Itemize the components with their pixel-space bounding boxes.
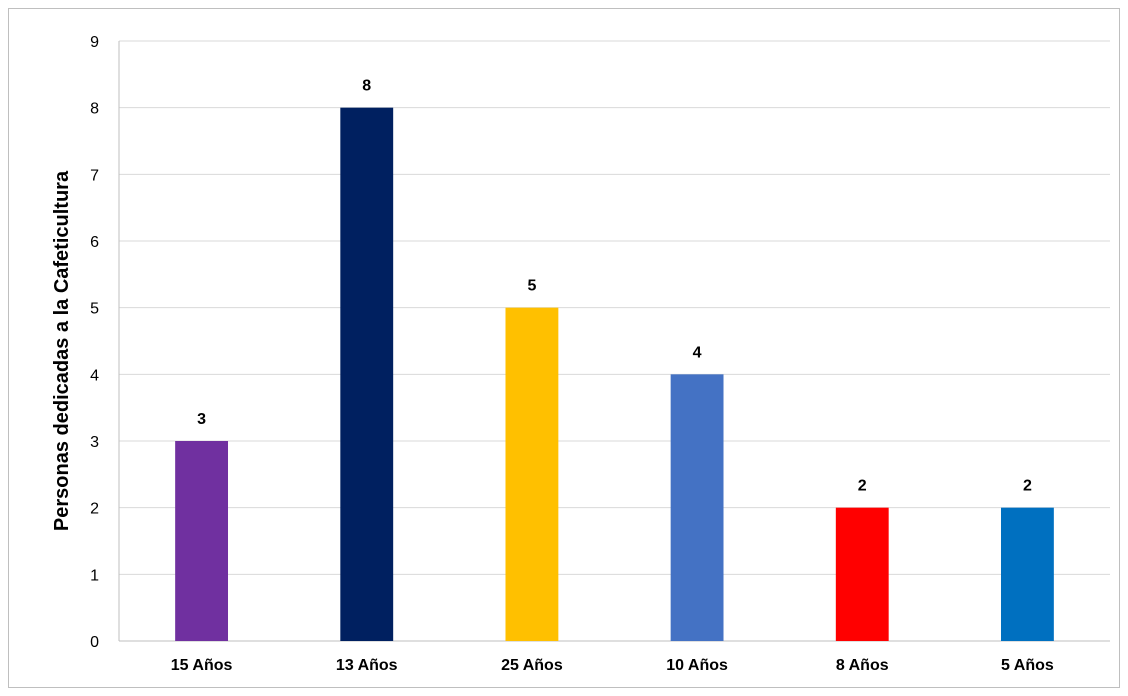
y-axis-title: Personas dedicadas a la Cafeticultura	[51, 170, 73, 531]
data-label: 4	[693, 344, 702, 361]
x-tick-label: 25 Años	[501, 657, 563, 674]
y-tick-label: 8	[90, 101, 99, 118]
bar	[505, 307, 559, 641]
x-tick-label: 15 Años	[171, 657, 233, 674]
x-tick-label: 13 Años	[336, 657, 398, 674]
bar	[340, 107, 394, 641]
y-tick-label: 5	[90, 301, 99, 318]
bar	[670, 374, 724, 641]
y-tick-label: 9	[90, 34, 99, 51]
y-tick-label: 4	[90, 367, 99, 384]
bar	[175, 441, 229, 641]
data-label: 3	[197, 411, 206, 428]
data-label: 8	[362, 78, 371, 95]
y-tick-label: 0	[90, 634, 99, 651]
y-tick-label: 6	[90, 234, 99, 251]
data-label: 2	[1023, 478, 1032, 495]
x-tick-label: 8 Años	[836, 657, 889, 674]
data-label: 5	[527, 278, 536, 295]
bar	[835, 507, 889, 641]
x-tick-label: 5 Años	[1001, 657, 1054, 674]
x-tick-label: 10 Años	[666, 657, 728, 674]
y-tick-label: 1	[90, 567, 99, 584]
y-tick-label: 7	[90, 167, 99, 184]
y-tick-label: 2	[90, 501, 99, 518]
y-tick-label: 3	[90, 434, 99, 451]
data-label: 2	[858, 478, 867, 495]
bar	[1000, 507, 1054, 641]
